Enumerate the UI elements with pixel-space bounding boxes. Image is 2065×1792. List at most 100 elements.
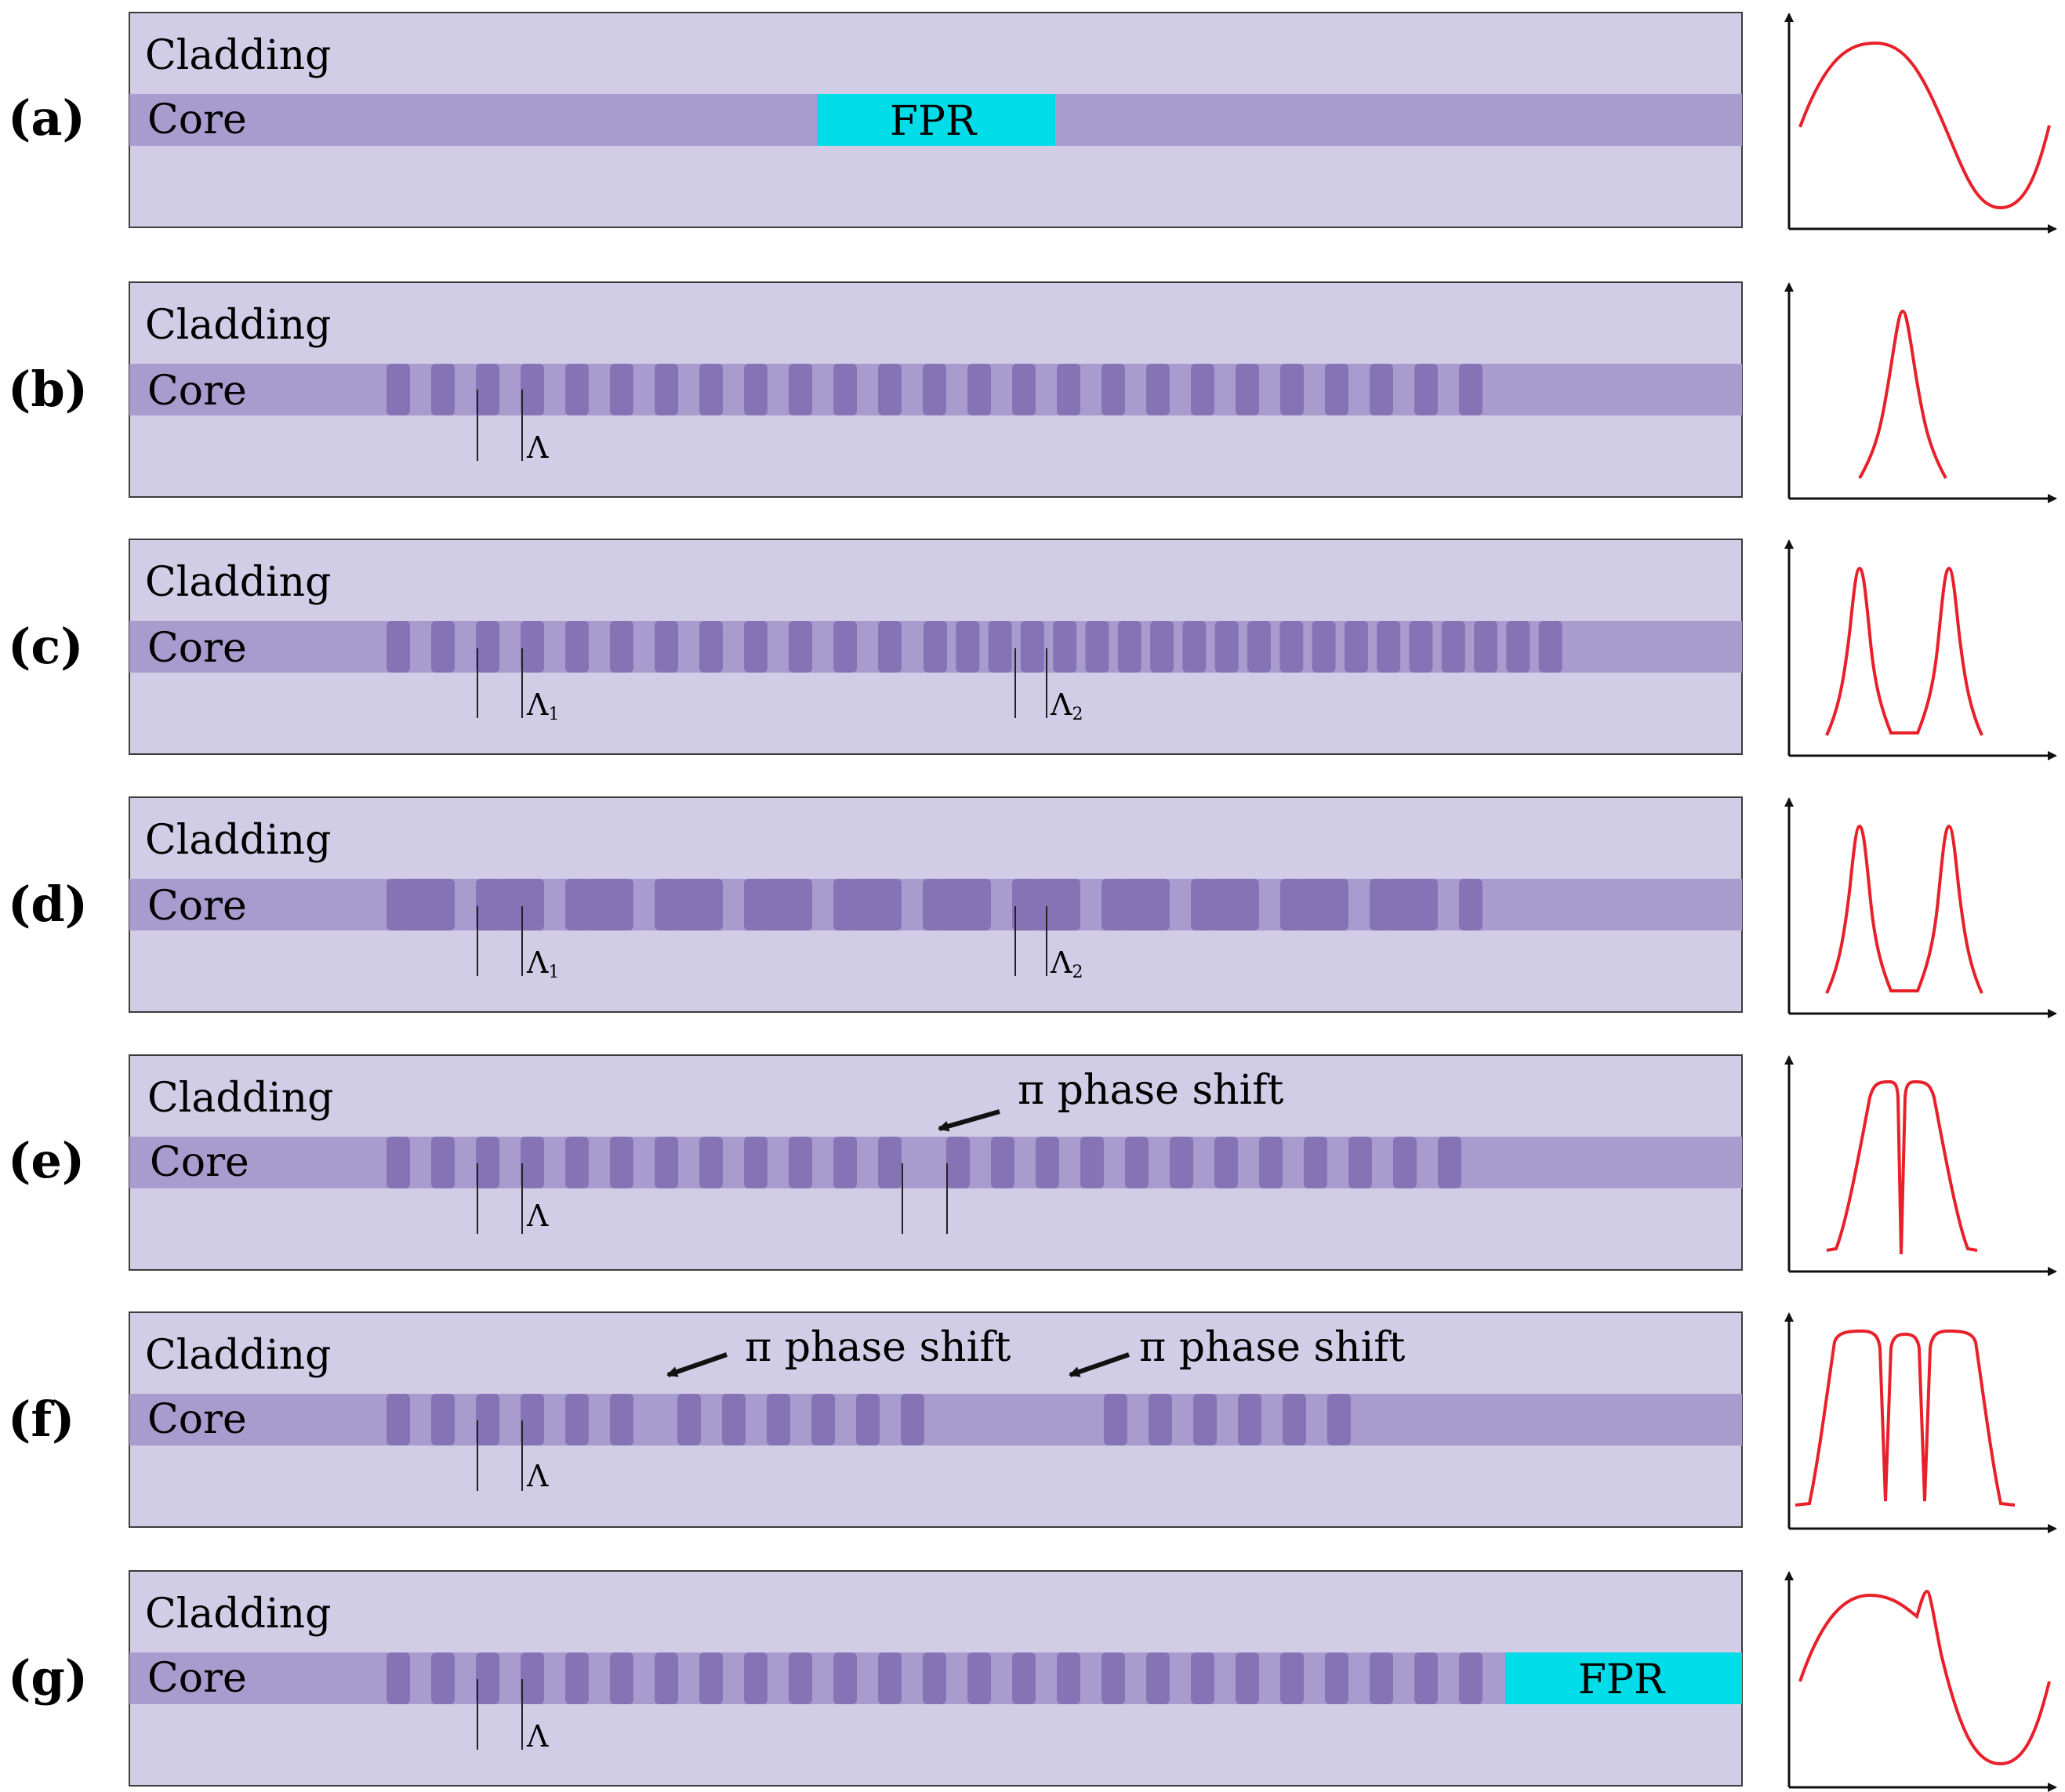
panel-label: (c): [8, 618, 83, 675]
grating-tooth: [387, 1137, 410, 1188]
grating-tooth: [789, 364, 812, 415]
period-label: Λ1: [526, 687, 559, 724]
grating-tooth: [521, 1652, 544, 1704]
grating-tooth: [1149, 1394, 1172, 1446]
grating-tooth: [1459, 364, 1483, 415]
grating-tooth: [789, 1652, 812, 1704]
grating-tooth: [956, 621, 980, 673]
grating-tooth: [1146, 1652, 1170, 1704]
grating-tooth: [762, 879, 809, 930]
grating-tooth: [1020, 621, 1044, 673]
grating-left: [387, 1137, 902, 1188]
period-label: Λ2: [1050, 945, 1083, 982]
grating-tooth: [1280, 364, 1304, 415]
grating-tooth: [583, 879, 630, 930]
grating-tooth: [1506, 621, 1530, 673]
grating-tooth: [677, 1394, 701, 1446]
grating-tooth: [521, 364, 544, 415]
grating-tooth: [1348, 1137, 1372, 1188]
fpr-label: FPR: [890, 98, 978, 145]
core-label: Core: [150, 1139, 249, 1186]
grating-tooth: [1325, 1652, 1348, 1704]
grating-tooth: [1036, 1137, 1059, 1188]
phase-shift-label: π phase shift: [1139, 1324, 1406, 1371]
grating-tooth: [833, 364, 857, 415]
cladding-label: Cladding: [147, 1075, 333, 1122]
grating-tooth: [699, 621, 723, 673]
spectrum-plot: [1784, 1055, 2057, 1276]
grating-tooth: [431, 1394, 455, 1446]
core-label: Core: [147, 1396, 247, 1443]
spectrum-curve: [1798, 1589, 2051, 1766]
grating-tooth: [1474, 621, 1498, 673]
grating-segment-1: [387, 1394, 633, 1446]
grating-tooth: [610, 621, 633, 673]
grating-tooth: [1236, 364, 1259, 415]
period-label: Λ1: [526, 945, 559, 982]
grating-tooth: [744, 364, 768, 415]
grating-tooth: [1057, 364, 1080, 415]
grating-tooth: [1414, 1652, 1438, 1704]
grating-tooth: [1117, 621, 1141, 673]
grating-tooth: [387, 879, 410, 930]
grating-right: [946, 1137, 1461, 1188]
panel-label: (a): [8, 89, 85, 147]
grating-tooth: [833, 879, 857, 930]
period-label: Λ2: [1050, 687, 1083, 724]
grating-tooth: [833, 1652, 857, 1704]
cladding-label: Cladding: [145, 302, 331, 349]
grating-tooth: [655, 1137, 678, 1188]
grating-tooth: [1438, 1137, 1461, 1188]
cladding-label: Cladding: [145, 559, 331, 606]
grating-tooth: [901, 1394, 924, 1446]
grating-tooth: [946, 1137, 970, 1188]
grating-tooth: [1377, 621, 1401, 673]
grating-tooth: [1279, 621, 1304, 673]
grating-tooth: [744, 879, 768, 930]
panel-label: (e): [8, 1132, 85, 1189]
spectrum-plot: [1784, 282, 2057, 503]
grating-tooth: [1085, 621, 1109, 673]
grating-tooth: [565, 621, 589, 673]
grating-tooth: [1214, 621, 1239, 673]
grating-tooth: [1280, 1652, 1304, 1704]
grating-tooth: [431, 1137, 455, 1188]
grating-tooth: [476, 364, 499, 415]
grating-tooth: [1012, 364, 1036, 415]
grating-tooth: [1191, 1652, 1214, 1704]
grating-tooth: [1370, 1652, 1393, 1704]
grating-tooth: [1057, 1652, 1080, 1704]
grating: [387, 364, 1483, 415]
spectrum-curve: [1795, 1329, 2016, 1507]
grating-tooth: [1012, 1652, 1036, 1704]
period-label: Λ: [526, 430, 549, 465]
spectrum-curve: [1825, 824, 1983, 994]
grating-tooth: [1280, 879, 1304, 930]
grating-tooth: [1388, 879, 1435, 930]
core-label: Core: [147, 1655, 247, 1702]
period-label: Λ: [526, 1199, 549, 1233]
grating-tooth: [565, 1137, 589, 1188]
grating-period-2: [924, 621, 1562, 673]
grating-tooth: [1209, 879, 1256, 930]
grating-tooth: [1214, 1137, 1238, 1188]
grating-tooth: [1247, 621, 1271, 673]
grating-tooth: [856, 1394, 880, 1446]
grating-tooth: [1459, 879, 1483, 930]
grating-tooth: [833, 1137, 857, 1188]
grating-tooth: [941, 879, 988, 930]
grating-tooth: [1370, 879, 1393, 930]
grating-tooth: [744, 1652, 768, 1704]
grating-tooth: [1191, 879, 1214, 930]
grating-tooth: [387, 621, 410, 673]
core: [129, 1137, 1742, 1188]
panel-e: (e) Cladding Core Λ π phase shift: [8, 1054, 2057, 1276]
grating-tooth: [923, 879, 946, 930]
grating-tooth: [1120, 879, 1167, 930]
grating-tooth: [387, 1652, 410, 1704]
grating-tooth: [1312, 621, 1336, 673]
fpr-region: [817, 94, 1055, 146]
grating-tooth: [1283, 1394, 1306, 1446]
spectrum-plot: [1784, 797, 2057, 1018]
grating-tooth: [1344, 621, 1368, 673]
